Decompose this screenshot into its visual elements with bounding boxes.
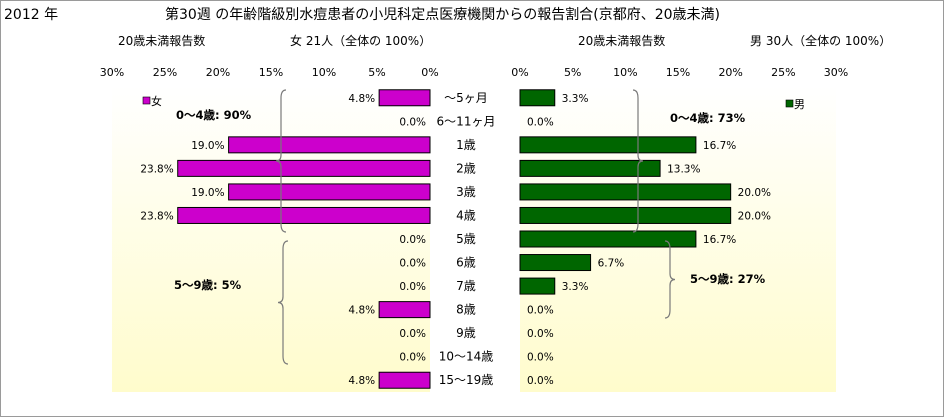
male-value-label: 0.0% bbox=[527, 352, 554, 364]
male-xtick-label: 20% bbox=[718, 66, 742, 79]
male-bar bbox=[519, 136, 697, 154]
male-bar bbox=[519, 230, 697, 248]
female-value-label: 23.8% bbox=[140, 210, 173, 222]
female-bar bbox=[228, 183, 431, 201]
age-category-label: 5歳 bbox=[456, 232, 476, 246]
male-value-label: 0.0% bbox=[527, 375, 554, 387]
male-value-label: 0.0% bbox=[527, 116, 554, 128]
age-category-label: 15～19歳 bbox=[439, 373, 494, 387]
male-legend-swatch bbox=[785, 99, 794, 108]
male-value-label: 16.7% bbox=[703, 234, 736, 246]
female-subtitle-right: 女 21人（全体の 100%） bbox=[290, 34, 432, 48]
female-0-4-brace bbox=[275, 89, 287, 233]
chart-title: 第30週 の年齢階級別水痘患者の小児科定点医療機関からの報告割合(京都府、20歳… bbox=[165, 7, 721, 23]
female-value-label: 0.0% bbox=[399, 281, 426, 293]
male-bar bbox=[519, 254, 592, 272]
age-category-label: ～5ヶ月 bbox=[444, 91, 488, 105]
female-value-label: 0.0% bbox=[399, 234, 426, 246]
male-value-label: 3.3% bbox=[562, 93, 589, 105]
female-bar bbox=[378, 371, 431, 389]
age-category-label: 7歳 bbox=[456, 279, 476, 293]
female-subtitle-left: 20歳未満報告数 bbox=[118, 34, 206, 48]
female-bar bbox=[228, 136, 431, 154]
female-xtick-label: 5% bbox=[368, 66, 385, 79]
female-0-4-annotation: 0～4歳: 90% bbox=[176, 108, 252, 122]
male-subtitle-right: 男 30人（全体の 100%） bbox=[750, 34, 892, 48]
female-value-label: 23.8% bbox=[140, 163, 173, 175]
male-value-label: 0.0% bbox=[527, 328, 554, 340]
female-bar bbox=[177, 159, 431, 177]
male-bar bbox=[519, 159, 661, 177]
male-legend-label: 男 bbox=[794, 98, 805, 111]
age-category-label: 6～11ヶ月 bbox=[437, 114, 496, 128]
male-xtick-label: 5% bbox=[564, 66, 581, 79]
female-value-label: 0.0% bbox=[399, 352, 426, 364]
male-value-label: 16.7% bbox=[703, 140, 736, 152]
female-xtick-label: 10% bbox=[312, 66, 336, 79]
female-value-label: 4.8% bbox=[348, 93, 375, 105]
age-category-label: 4歳 bbox=[456, 208, 476, 222]
age-category-label: 2歳 bbox=[456, 161, 476, 175]
male-value-label: 0.0% bbox=[527, 305, 554, 317]
age-category-label: 10～14歳 bbox=[439, 350, 494, 364]
male-bar bbox=[519, 183, 732, 201]
female-value-label: 19.0% bbox=[191, 187, 224, 199]
male-value-label: 20.0% bbox=[738, 187, 771, 199]
male-value-label: 20.0% bbox=[738, 210, 771, 222]
female-xtick-label: 20% bbox=[206, 66, 230, 79]
male-0-4-brace bbox=[632, 89, 644, 233]
female-xtick-label: 25% bbox=[153, 66, 177, 79]
male-5-9-brace bbox=[664, 240, 676, 319]
male-bar bbox=[519, 277, 556, 295]
age-category-label: 1歳 bbox=[456, 138, 476, 152]
female-5-9-annotation: 5～9歳: 5% bbox=[174, 278, 242, 292]
female-bar bbox=[378, 301, 431, 319]
male-bar bbox=[519, 206, 732, 224]
female-bar bbox=[177, 206, 431, 224]
female-bar bbox=[378, 89, 431, 107]
male-value-label: 13.3% bbox=[667, 163, 700, 175]
female-value-label: 4.8% bbox=[348, 305, 375, 317]
male-xtick-label: 25% bbox=[771, 66, 795, 79]
male-xtick-label: 0% bbox=[511, 66, 528, 79]
age-category-label: 8歳 bbox=[456, 303, 476, 317]
female-value-label: 19.0% bbox=[191, 140, 224, 152]
year-label: 2012 年 bbox=[4, 7, 59, 23]
female-value-label: 0.0% bbox=[399, 328, 426, 340]
female-legend-swatch bbox=[142, 96, 151, 105]
female-value-label: 4.8% bbox=[348, 375, 375, 387]
male-xtick-label: 10% bbox=[613, 66, 637, 79]
female-5-9-brace bbox=[277, 240, 289, 365]
age-category-label: 9歳 bbox=[456, 326, 476, 340]
age-category-label: 3歳 bbox=[456, 185, 476, 199]
male-xtick-label: 15% bbox=[666, 66, 690, 79]
male-0-4-annotation: 0～4歳: 73% bbox=[670, 111, 746, 125]
female-xtick-label: 30% bbox=[100, 66, 124, 79]
female-value-label: 0.0% bbox=[399, 258, 426, 270]
female-xtick-label: 15% bbox=[259, 66, 283, 79]
female-legend-label: 女 bbox=[151, 94, 162, 108]
female-xtick-label: 0% bbox=[421, 66, 438, 79]
female-plot-area bbox=[112, 86, 430, 392]
male-value-label: 3.3% bbox=[562, 281, 589, 293]
male-value-label: 6.7% bbox=[598, 258, 625, 270]
age-category-label: 6歳 bbox=[456, 256, 476, 270]
female-value-label: 0.0% bbox=[399, 116, 426, 128]
male-5-9-annotation: 5～9歳: 27% bbox=[690, 272, 766, 286]
male-bar bbox=[519, 89, 556, 107]
male-xtick-label: 30% bbox=[824, 66, 848, 79]
male-subtitle-left: 20歳未満報告数 bbox=[578, 34, 666, 48]
